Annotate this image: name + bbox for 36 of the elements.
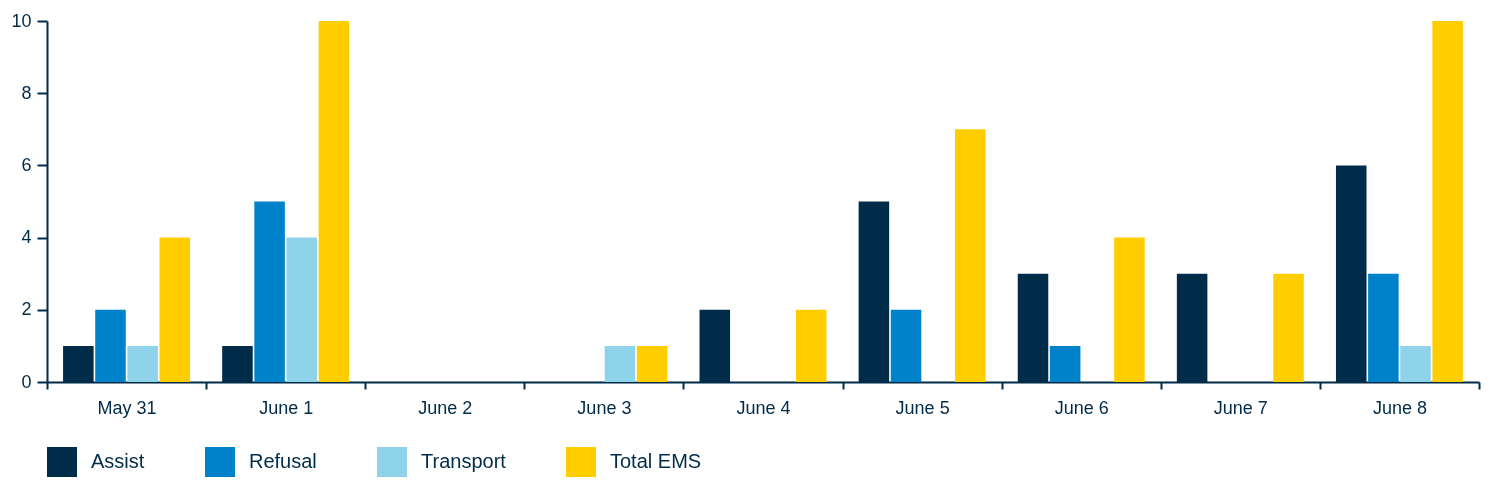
y-tick-label: 6 [21,154,32,175]
y-tick-label: 0 [21,371,32,392]
bar [127,345,158,382]
bar [95,309,126,382]
bar [1432,21,1463,382]
bar [1273,273,1304,382]
bar [955,129,986,382]
legend-label: Refusal [249,450,317,472]
y-tick-label: 2 [21,299,32,320]
x-tick-label: June 5 [895,397,950,418]
x-tick-label: June 1 [259,397,314,418]
bar [636,345,668,382]
legend-label: Transport [421,450,507,472]
bar [1114,237,1145,382]
bar [318,21,350,382]
x-tick-label: June 3 [577,397,632,418]
legend-label: Total EMS [610,450,702,472]
legend-label: Assist [91,450,145,472]
bar [1049,345,1081,382]
y-tick-label: 10 [11,10,32,31]
y-tick-label: 8 [21,82,32,103]
bar [286,237,318,382]
bar [890,309,922,382]
x-tick-label: June 8 [1372,397,1427,418]
bar [159,237,191,382]
bar [1368,273,1399,382]
y-tick-label: 4 [21,227,32,248]
bar [604,345,636,382]
x-tick-label: June 2 [418,397,473,418]
bar [1400,345,1431,382]
bar [254,201,285,382]
bar [795,309,827,382]
x-tick-label: June 6 [1054,397,1109,418]
x-tick-label: June 4 [736,397,791,418]
x-tick-label: May 31 [97,397,157,418]
x-tick-label: June 7 [1213,397,1268,418]
